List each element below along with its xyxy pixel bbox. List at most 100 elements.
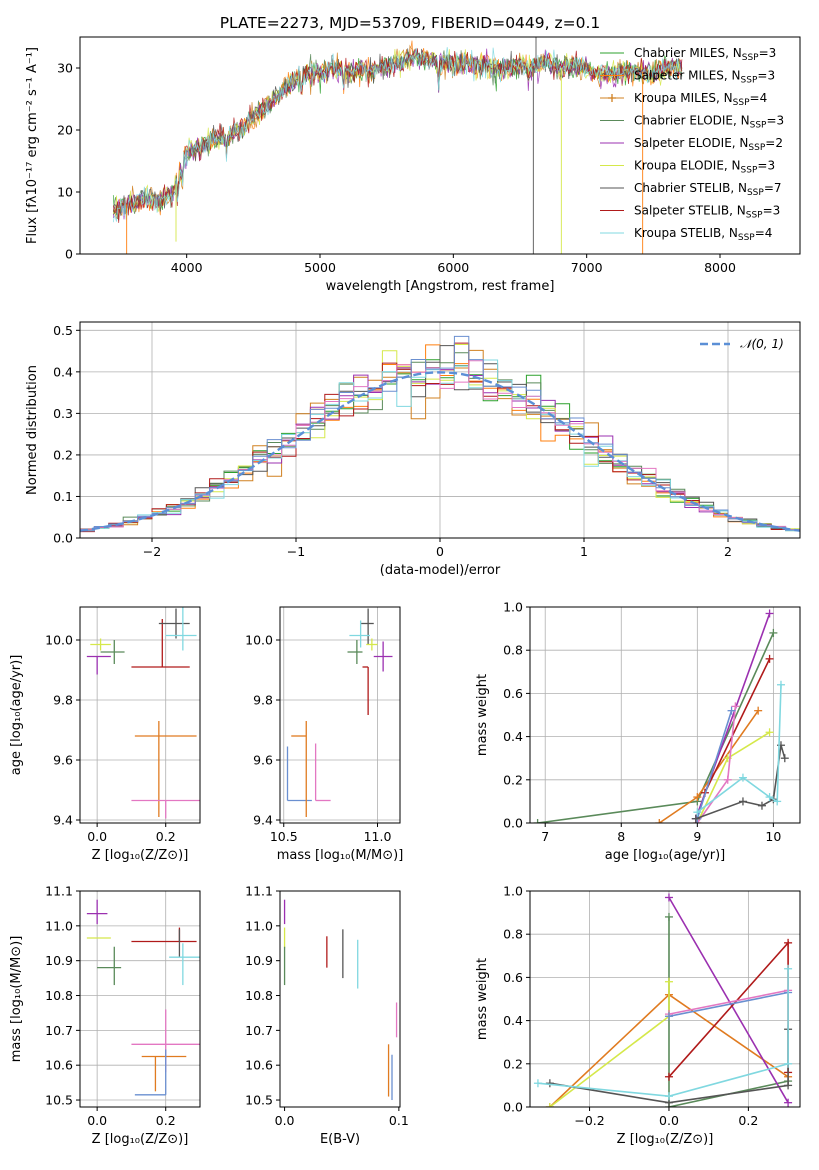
z-massweight-frame [529, 890, 801, 1108]
residuals-xtick-label: 1 [580, 544, 588, 559]
z-massweight-ytick-label: 0.2 [503, 1056, 523, 1071]
age-massweight-series-line [696, 684, 782, 813]
ebv-mass-ytick-label: 10.8 [245, 988, 273, 1003]
spectrum-xtick-label: 5000 [304, 260, 336, 275]
residuals-xtick-label: −2 [143, 544, 161, 559]
mass-age-ytick-label: 10.0 [245, 633, 273, 648]
residuals-legend: 𝒩(0, 1) [700, 337, 784, 351]
age-massweight-lines [533, 609, 789, 823]
legend-entry: Salpeter STELIB, NSSP=3 [634, 204, 780, 221]
z-age-xtick-label: 0.2 [156, 829, 176, 844]
residuals-ytick-label: 0.0 [53, 531, 73, 546]
age-massweight-ytick-label: 0.4 [503, 729, 523, 744]
z-mass-ytick-label: 11.1 [45, 884, 73, 899]
mass-age-ytick-label: 9.8 [253, 693, 273, 708]
ebv-mass-axes [276, 890, 400, 1111]
spectrum-axes [76, 67, 721, 258]
z-mass-points [86, 899, 200, 1096]
age-massweight-ytick-label: 0.0 [503, 816, 523, 831]
ebv-mass-ytick-label: 10.9 [245, 953, 273, 968]
z-massweight-ytick-label: 0.4 [503, 1013, 523, 1028]
z-massweight-series-line [668, 989, 789, 1015]
age-massweight-series-line [696, 710, 733, 819]
z-age-ytick-label: 9.8 [53, 693, 73, 708]
legend-entry: Salpeter MILES, NSSP=3 [634, 69, 775, 86]
residuals-frame [79, 321, 801, 539]
residuals-ytick-label: 0.2 [53, 447, 73, 462]
ebv-mass-ytick-label: 10.5 [245, 1093, 273, 1108]
z-age-axes [76, 607, 200, 827]
legend-entry: Kroupa ELODIE, NSSP=3 [634, 159, 775, 176]
mass-age-frame [279, 606, 401, 824]
z-mass-ytick-label: 10.6 [45, 1058, 73, 1073]
residuals-xtick-label: −1 [287, 544, 305, 559]
z-mass-frame [79, 890, 201, 1108]
spectrum-legend: Chabrier MILES, NSSP=3 Salpeter MILES, NS… [600, 46, 784, 243]
ebv-mass-xlabel: E(B-V) [320, 1132, 360, 1147]
residuals-hist [80, 335, 800, 534]
spectrum-xlabel: wavelength [Angstrom, rest frame] [326, 279, 555, 294]
spectrum-ytick-label: 20 [57, 123, 73, 138]
z-massweight-xtick-label: 0.0 [659, 1113, 679, 1128]
z-mass-axes [76, 890, 200, 1111]
age-massweight-frame [529, 606, 801, 824]
mass-age-xtick-label: 10.5 [270, 829, 298, 844]
residuals-xtick-label: 2 [724, 544, 732, 559]
spectrum-frame [79, 36, 801, 255]
age-massweight-ytick-label: 1.0 [503, 600, 523, 615]
z-age-frame [79, 606, 201, 824]
legend-entry: Kroupa STELIB, NSSP=4 [634, 226, 772, 243]
z-age-ylabel: age [log₁₀(age/yr)] [9, 655, 24, 776]
ebv-mass-xtick-label: 0.1 [389, 1113, 409, 1128]
age-massweight-ytick-label: 0.6 [503, 686, 523, 701]
age-massweight-xtick-label: 7 [541, 829, 549, 844]
legend-entry: Chabrier ELODIE, NSSP=3 [634, 114, 784, 131]
z-mass-ytick-label: 10.8 [45, 988, 73, 1003]
residuals-ytick-label: 0.1 [53, 489, 73, 504]
residuals-xlabel: (data-model)/error [380, 563, 501, 578]
z-massweight-xlabel: Z [log₁₀(Z/Z⊙)] [617, 1132, 714, 1147]
z-massweight-ytick-label: 0.8 [503, 927, 523, 942]
ebv-mass-ytick-label: 11.0 [245, 918, 273, 933]
spectrum-ytick-label: 10 [57, 185, 73, 200]
z-age-ytick-label: 9.6 [53, 753, 73, 768]
z-mass-xtick-label: 0.2 [156, 1113, 176, 1128]
residuals-reference-curve [80, 371, 800, 532]
z-massweight-series-line [537, 968, 789, 1098]
z-massweight-xtick-label: 0.2 [738, 1113, 758, 1128]
mass-age-axes [276, 607, 400, 827]
age-massweight-series-line [537, 632, 775, 823]
legend-entry: Chabrier STELIB, NSSP=7 [634, 181, 782, 198]
mass-age-ytick-label: 9.6 [253, 753, 273, 768]
z-massweight-lines [533, 893, 793, 1107]
residuals-ytick-label: 0.5 [53, 323, 73, 338]
ebv-mass-frame [279, 890, 401, 1108]
age-massweight-xlabel: age [log₁₀(age/yr)] [605, 848, 726, 863]
legend-entry: Salpeter ELODIE, NSSP=2 [634, 136, 783, 153]
z-massweight-series-line [549, 981, 670, 1107]
spectrum-xtick-label: 6000 [437, 260, 469, 275]
residuals-ylabel: Normed distribution [25, 365, 40, 495]
z-mass-ylabel: mass [log₁₀(M/M⊙)] [9, 936, 24, 1063]
residuals-ytick-label: 0.3 [53, 406, 73, 421]
z-massweight-series-line [668, 991, 789, 1018]
z-age-ytick-label: 9.4 [53, 813, 73, 828]
age-massweight-series-line [704, 658, 771, 794]
age-massweight-ytick-label: 0.8 [503, 643, 523, 658]
z-age-xtick-label: 0.0 [87, 829, 107, 844]
spectrum-lines [112, 37, 683, 254]
z-massweight-xtick-label: −0.2 [574, 1113, 604, 1128]
legend-entry: Chabrier MILES, NSSP=3 [634, 46, 776, 63]
spectrum-xtick-label: 8000 [704, 260, 736, 275]
ebv-mass-xtick-label: 0.0 [275, 1113, 295, 1128]
age-massweight-axes [526, 606, 800, 827]
ebv-mass-ytick-label: 10.7 [245, 1023, 273, 1038]
age-massweight-ylabel: mass weight [475, 674, 490, 756]
z-mass-xtick-label: 0.0 [87, 1113, 107, 1128]
residuals-axes [76, 322, 800, 542]
spectrum-series-line [112, 47, 682, 223]
z-mass-xlabel: Z [log₁₀(Z/Z⊙)] [92, 1132, 189, 1147]
z-massweight-ylabel: mass weight [475, 958, 490, 1040]
residuals-histogram [80, 335, 800, 533]
